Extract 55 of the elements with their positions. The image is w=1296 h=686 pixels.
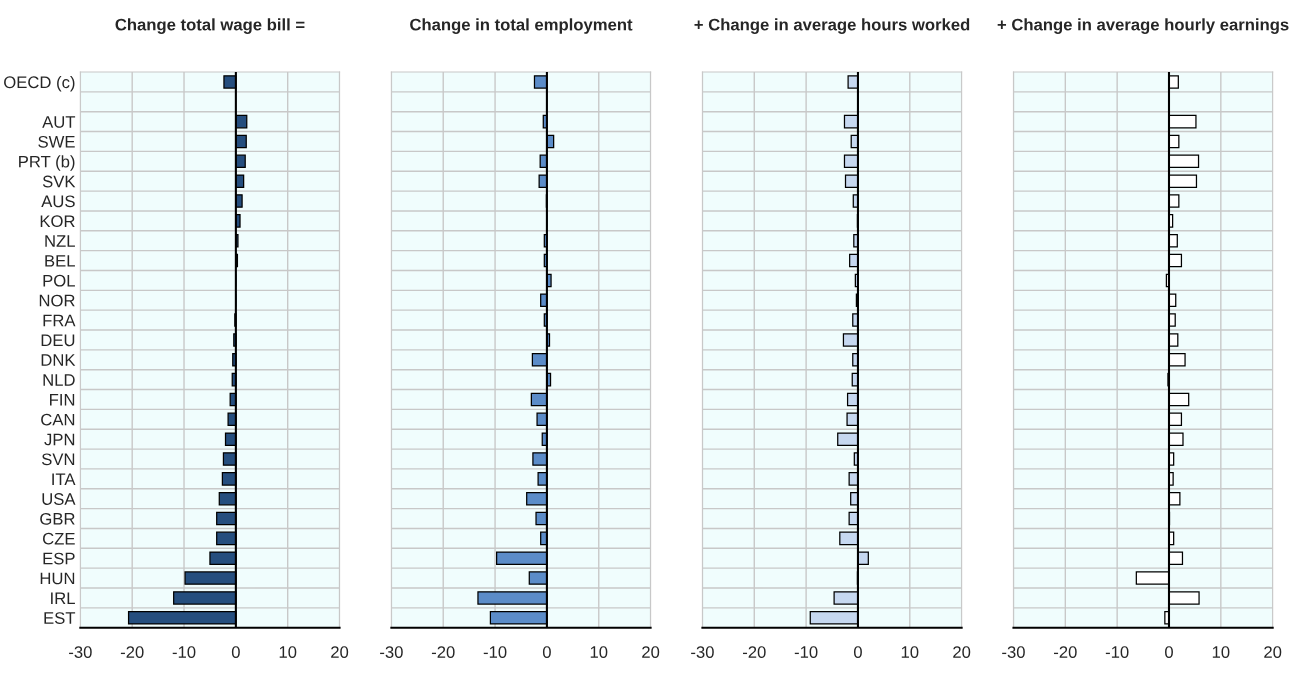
y-tick-label: FRA [43, 314, 76, 327]
y-tick-label: FIN [50, 394, 75, 406]
y-tick-label: KOR [40, 215, 75, 228]
y-tick-label: ESP [43, 552, 75, 565]
x-tick-label: -30 [691, 646, 714, 658]
x-tick-label: 20 [1264, 646, 1282, 658]
y-tick-label: EST [44, 612, 76, 624]
x-tick-label: 0 [853, 646, 862, 658]
x-tick-label: 0 [1165, 646, 1173, 658]
y-tick-label: USA [42, 493, 76, 505]
chart-title: Change total wage bill = [115, 18, 305, 34]
y-tick-label: AUT [42, 116, 76, 128]
y-tick-label: GBR [40, 512, 75, 525]
y-tick-label: CAN [41, 413, 75, 426]
y-tick-label: OECD (c) [4, 75, 75, 92]
x-tick-label: -30 [380, 646, 403, 658]
chart-title: + Change in average hours worked [694, 18, 970, 34]
x-tick-label: -20 [431, 646, 455, 658]
y-tick-label: NLD [43, 374, 75, 386]
x-tick-label: -20 [742, 646, 766, 658]
y-tick-label: SVN [41, 453, 75, 466]
x-tick-label: -20 [120, 646, 144, 658]
x-tick-label: 10 [279, 646, 297, 658]
y-tick-label: POL [43, 274, 75, 287]
x-tick-label: 20 [953, 646, 971, 658]
x-tick-label: 0 [542, 646, 551, 658]
y-tick-label: SWE [38, 135, 75, 148]
y-tick-label: IRL [51, 592, 75, 604]
x-tick-label: 20 [642, 646, 660, 658]
y-tick-label: BEL [45, 255, 75, 267]
x-tick-label: -10 [483, 646, 507, 658]
y-tick-label: NOR [39, 294, 75, 307]
x-tick-label: -10 [794, 646, 818, 658]
x-tick-label: -30 [1002, 646, 1025, 658]
x-tick-label: 10 [590, 646, 608, 658]
y-tick-label: DNK [41, 354, 76, 366]
y-tick-label: JPN [44, 433, 75, 446]
y-tick-label: ITA [52, 473, 76, 485]
x-tick-label: -30 [69, 646, 92, 658]
x-tick-label: -10 [1105, 646, 1129, 658]
chart-title: Change in total employment [410, 18, 633, 34]
chart-title: + Change in average hourly earnings [997, 18, 1289, 34]
x-tick-label: 20 [331, 646, 349, 658]
y-tick-label: AUS [41, 195, 75, 208]
y-tick-label: CZE [43, 532, 75, 545]
x-tick-label: -10 [172, 646, 196, 658]
y-tick-label: HUN [40, 572, 75, 585]
y-tick-label: DEU [41, 334, 75, 347]
y-tick-label: NZL [45, 235, 75, 247]
x-tick-label: 10 [1212, 646, 1230, 658]
y-tick-label: PRT (b) [19, 155, 75, 171]
x-tick-label: 10 [901, 646, 919, 658]
x-tick-label: -20 [1054, 646, 1077, 658]
x-tick-label: 0 [231, 646, 240, 658]
y-tick-label: SVK [42, 175, 76, 188]
